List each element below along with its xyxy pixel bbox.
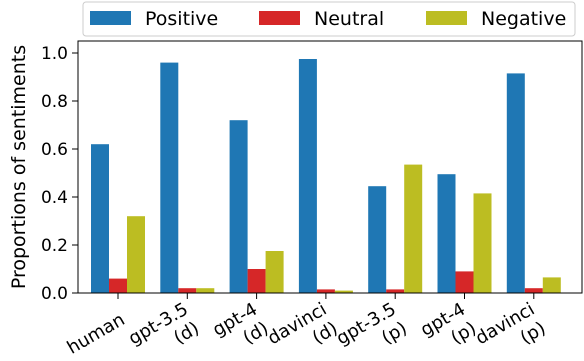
y-axis-label: Proportions of sentiments	[8, 45, 30, 289]
x-tick-label: gpt-4(d)	[209, 299, 272, 360]
x-tick-label: gpt-3.5(p)	[333, 299, 411, 361]
x-tick-label: davinci(p)	[472, 299, 549, 361]
bar-positive	[160, 62, 179, 293]
y-tick-label: 1.0	[41, 44, 68, 64]
bar-positive	[368, 186, 387, 293]
bar-neutral	[455, 271, 474, 293]
bar-neutral	[524, 288, 543, 293]
bars-layer	[91, 59, 561, 294]
legend: Positive Neutral Negative	[82, 1, 576, 37]
bar-neutral	[247, 269, 266, 293]
bar-negative	[265, 251, 284, 293]
bar-positive	[506, 73, 525, 294]
bar-positive	[437, 174, 456, 293]
legend-box	[82, 1, 576, 37]
bar-negative	[334, 290, 353, 293]
legend-label-positive: Positive	[145, 8, 218, 30]
x-tick-label-line: human	[64, 309, 129, 359]
bar-positive	[91, 144, 109, 293]
bar-negative	[196, 288, 215, 293]
x-tick-label: human	[64, 309, 129, 359]
y-tick-label: 0.4	[41, 188, 68, 208]
legend-label-neutral: Neutral	[314, 8, 384, 30]
legend-swatch-positive	[90, 11, 131, 25]
legend-label-negative: Negative	[481, 8, 566, 30]
x-tick-label: davinci(d)	[264, 299, 341, 361]
legend-swatch-neutral	[259, 11, 300, 25]
bar-negative	[127, 216, 145, 293]
x-tick-label: gpt-4(p)	[417, 299, 480, 360]
bar-positive	[298, 59, 317, 293]
plot-frame	[77, 40, 583, 294]
bar-negative	[542, 277, 561, 293]
bar-neutral	[178, 288, 197, 293]
bar-neutral	[386, 289, 405, 293]
bar-negative	[404, 164, 423, 293]
x-tick-label: gpt-3.5(d)	[125, 299, 203, 361]
bar-neutral	[109, 278, 127, 293]
y-tick-label: 0.0	[41, 284, 68, 304]
bar-neutral	[316, 289, 335, 293]
y-tick-label: 0.6	[41, 140, 68, 160]
legend-swatch-negative	[426, 11, 467, 25]
bar-negative	[473, 193, 492, 293]
y-axis: 0.0 0.2 0.4 0.6 0.8 1.0	[41, 44, 78, 304]
bar-positive	[229, 120, 248, 293]
y-tick-label: 0.8	[41, 92, 68, 112]
y-tick-label: 0.2	[41, 236, 68, 256]
